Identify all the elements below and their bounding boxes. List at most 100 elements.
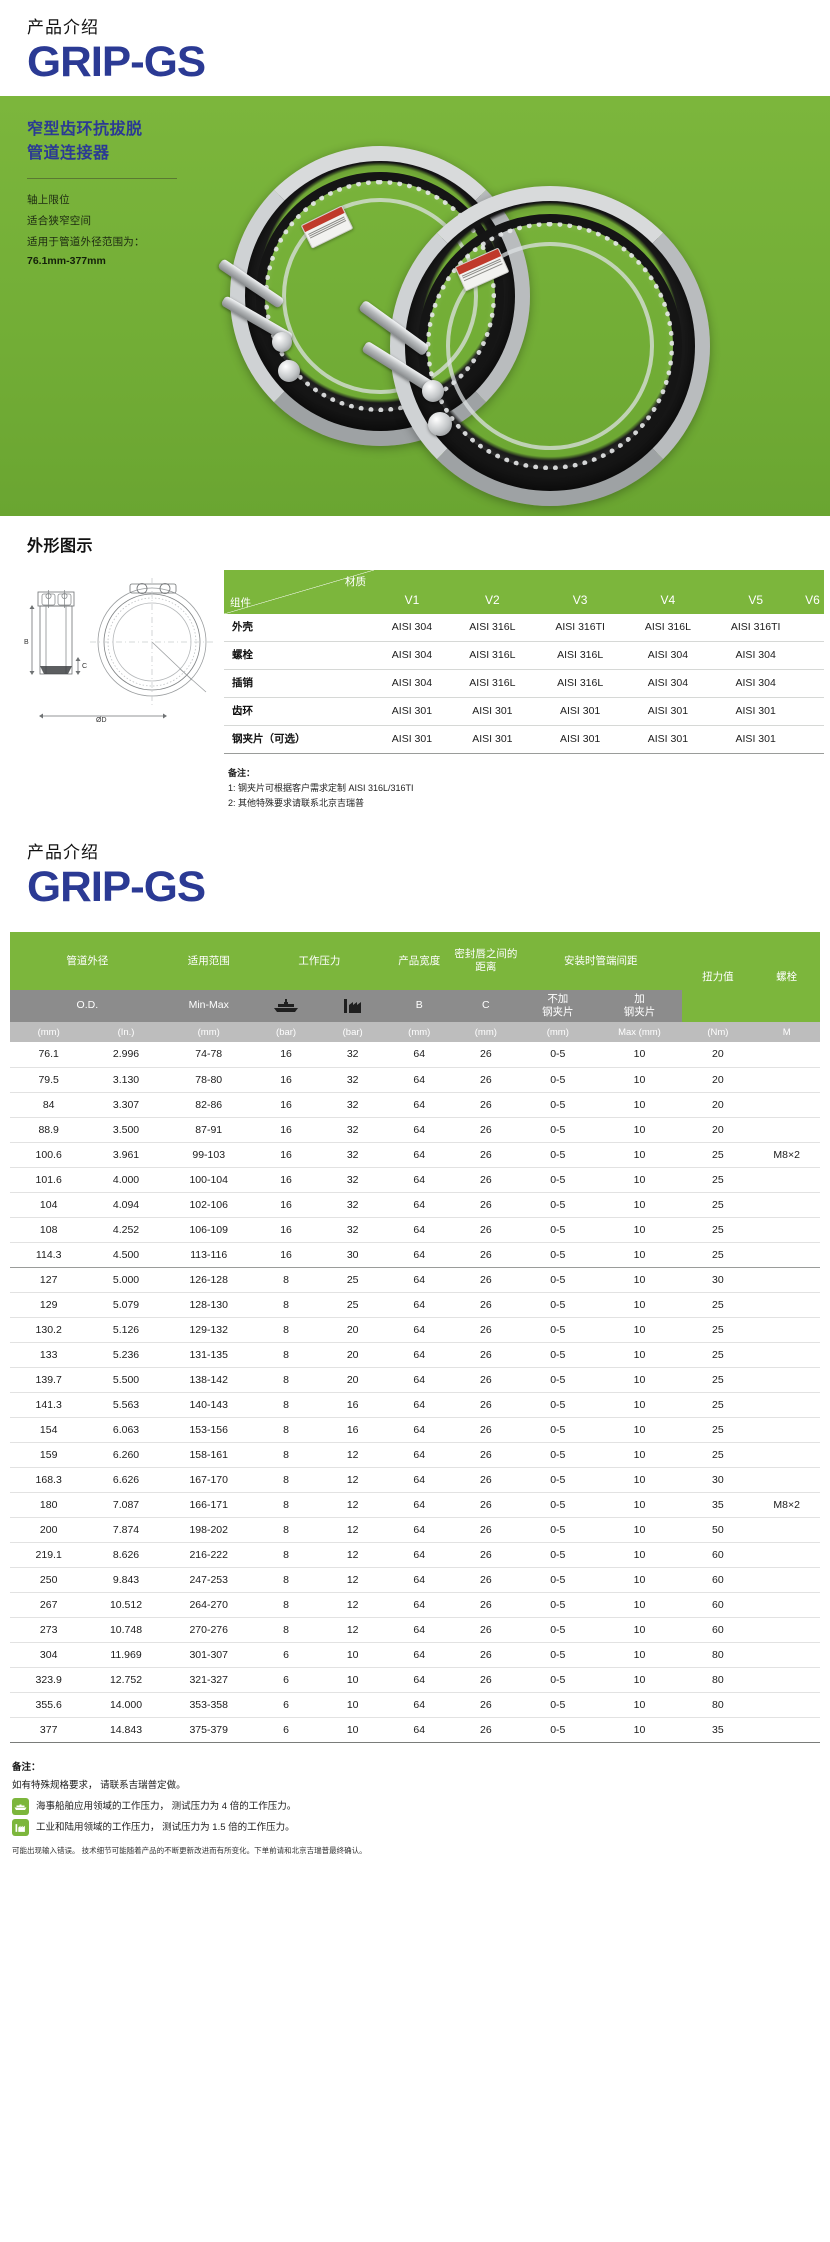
hero-spec-0: 轴上限位 xyxy=(27,193,70,206)
spec-cell-0-od: 76.1 xyxy=(10,1042,88,1068)
spec-cell-22-in: 10.512 xyxy=(87,1592,165,1618)
spec-cell-7-od: 108 xyxy=(10,1217,88,1243)
spec-cell-18-ship: 8 xyxy=(252,1492,320,1518)
materials-thead: 材质 组件 V1 V2 V3 V4 V5 V6 xyxy=(224,569,824,614)
spec-cell-22-gap: 0-5 xyxy=(519,1592,597,1618)
spec-cell-6-max: 10 xyxy=(596,1192,683,1218)
hero-heading-line2: 管道连接器 xyxy=(27,144,110,162)
material-row-label-1: 螺栓 xyxy=(224,641,374,670)
spec-cell-18-max: 10 xyxy=(596,1492,683,1518)
table-row: 355.6 14.000 353-358 6 10 64 26 0-5 10 80 xyxy=(10,1692,820,1718)
footer-industrial-note: 工业和陆用领域的工作压力， 测试压力为 1.5 倍的工作压力。 xyxy=(36,1821,295,1833)
spec-cell-20-bolt xyxy=(753,1542,820,1568)
table-row: 133 5.236 131-135 8 20 64 26 0-5 10 25 xyxy=(10,1342,820,1368)
spec-cell-13-torque: 25 xyxy=(682,1367,754,1393)
spec-cell-18-gap: 0-5 xyxy=(519,1492,597,1518)
spec-cell-15-factory: 16 xyxy=(319,1417,386,1443)
spec-cell-2-minmax: 82-86 xyxy=(164,1092,253,1118)
spec-cell-20-torque: 60 xyxy=(682,1542,754,1568)
spec-cell-6-gap: 0-5 xyxy=(519,1192,597,1218)
spec-sub-c: C xyxy=(452,990,520,1023)
drawing-svg: B C ØD xyxy=(24,577,214,724)
material-cell-4-4: AISI 301 xyxy=(710,725,801,755)
spec-cell-21-c: 26 xyxy=(452,1567,520,1593)
material-cell-2-3: AISI 304 xyxy=(625,669,711,698)
spec-cell-9-minmax: 126-128 xyxy=(164,1267,253,1293)
spec-cell-17-od: 168.3 xyxy=(10,1467,88,1493)
spec-cell-13-ship: 8 xyxy=(252,1367,320,1393)
spec-cell-12-torque: 25 xyxy=(682,1342,754,1368)
spec-cell-23-torque: 60 xyxy=(682,1617,754,1643)
spec-cell-24-ship: 6 xyxy=(252,1642,320,1668)
spec-cell-27-in: 14.843 xyxy=(87,1717,165,1743)
spec-group-bolt: 螺栓 xyxy=(753,932,820,991)
spec-cell-8-ship: 16 xyxy=(252,1242,320,1268)
spec-cell-1-ship: 16 xyxy=(252,1067,320,1093)
material-cell-3-3: AISI 301 xyxy=(625,697,711,727)
spec-sub-no-clip: 不加 钢夹片 xyxy=(519,990,597,1023)
material-cell-3-1: AISI 301 xyxy=(449,697,535,727)
spec-cell-18-od: 180 xyxy=(10,1492,88,1518)
hero-divider xyxy=(27,177,177,179)
material-cell-2-2: AISI 316L xyxy=(534,669,626,698)
spec-cell-5-in: 4.000 xyxy=(87,1167,165,1193)
spec-cell-3-bolt xyxy=(753,1117,820,1143)
spec-cell-6-in: 4.094 xyxy=(87,1192,165,1218)
table-row: 100.6 3.961 99-103 16 32 64 26 0-5 10 25 M8×2 xyxy=(10,1142,820,1168)
spec-cell-3-c: 26 xyxy=(452,1117,520,1143)
spec-cell-19-factory: 12 xyxy=(319,1517,386,1543)
spec-cell-9-c: 26 xyxy=(452,1267,520,1293)
spec-cell-21-factory: 12 xyxy=(319,1567,386,1593)
spec-cell-14-c: 26 xyxy=(452,1392,520,1418)
spec-page-title: GRIP-GS xyxy=(27,863,206,912)
spec-cell-23-b: 64 xyxy=(385,1617,453,1643)
spec-group-width: 产品宽度 xyxy=(385,932,453,991)
spec-cell-5-torque: 25 xyxy=(682,1167,754,1193)
table-row: 323.9 12.752 321-327 6 10 64 26 0-5 10 80 xyxy=(10,1667,820,1693)
spec-cell-25-bolt xyxy=(753,1667,820,1693)
material-cell-1-2: AISI 316L xyxy=(534,641,626,670)
spec-cell-26-bolt xyxy=(753,1692,820,1718)
unit-in: (In.) xyxy=(87,1022,165,1043)
spec-cell-6-od: 104 xyxy=(10,1192,88,1218)
spec-cell-3-b: 64 xyxy=(385,1117,453,1143)
spec-cell-6-bolt xyxy=(753,1192,820,1218)
spec-cell-10-minmax: 128-130 xyxy=(164,1292,253,1318)
spec-cell-24-factory: 10 xyxy=(319,1642,386,1668)
spec-cell-5-max: 10 xyxy=(596,1167,683,1193)
spec-cell-0-torque: 20 xyxy=(682,1042,754,1068)
spec-cell-4-in: 3.961 xyxy=(87,1142,165,1168)
spec-cell-25-c: 26 xyxy=(452,1667,520,1693)
spec-cell-22-factory: 12 xyxy=(319,1592,386,1618)
table-row: 200 7.874 198-202 8 12 64 26 0-5 10 50 xyxy=(10,1517,820,1543)
table-row: 159 6.260 158-161 8 12 64 26 0-5 10 25 xyxy=(10,1442,820,1468)
spec-cell-14-b: 64 xyxy=(385,1392,453,1418)
table-row: 79.5 3.130 78-80 16 32 64 26 0-5 10 20 xyxy=(10,1067,820,1093)
spec-group-torque: 扭力值 xyxy=(682,932,754,991)
material-cell-0-5 xyxy=(800,613,824,642)
spec-cell-4-bolt: M8×2 xyxy=(753,1142,820,1168)
material-cell-1-1: AISI 316L xyxy=(449,641,535,670)
spec-cell-23-minmax: 270-276 xyxy=(164,1617,253,1643)
spec-cell-23-od: 273 xyxy=(10,1617,88,1643)
table-row: 外壳 AISI 304 AISI 316L AISI 316TI AISI 31… xyxy=(224,613,824,642)
dim-label-b: B xyxy=(24,639,29,646)
spec-cell-13-in: 5.500 xyxy=(87,1367,165,1393)
spec-cell-11-od: 130.2 xyxy=(10,1317,88,1343)
materials-col-v6: V6 xyxy=(800,569,824,614)
footer-marine-note: 海事船舶应用领域的工作压力， 测试压力为 4 倍的工作压力。 xyxy=(36,1800,297,1812)
outline-section-title: 外形图示 xyxy=(27,537,94,555)
material-cell-3-4: AISI 301 xyxy=(710,697,801,727)
spec-cell-15-max: 10 xyxy=(596,1417,683,1443)
spec-cell-27-torque: 35 xyxy=(682,1717,754,1743)
spec-cell-3-od: 88.9 xyxy=(10,1117,88,1143)
material-cell-0-1: AISI 316L xyxy=(449,613,535,642)
table-row: 127 5.000 126-128 8 25 64 26 0-5 10 30 xyxy=(10,1267,820,1293)
spec-cell-11-gap: 0-5 xyxy=(519,1317,597,1343)
spec-cell-24-b: 64 xyxy=(385,1642,453,1668)
materials-notes-title: 备注： xyxy=(228,768,256,779)
spec-cell-7-b: 64 xyxy=(385,1217,453,1243)
spec-cell-16-c: 26 xyxy=(452,1442,520,1468)
spec-cell-8-minmax: 113-116 xyxy=(164,1242,253,1268)
spec-cell-11-b: 64 xyxy=(385,1317,453,1343)
